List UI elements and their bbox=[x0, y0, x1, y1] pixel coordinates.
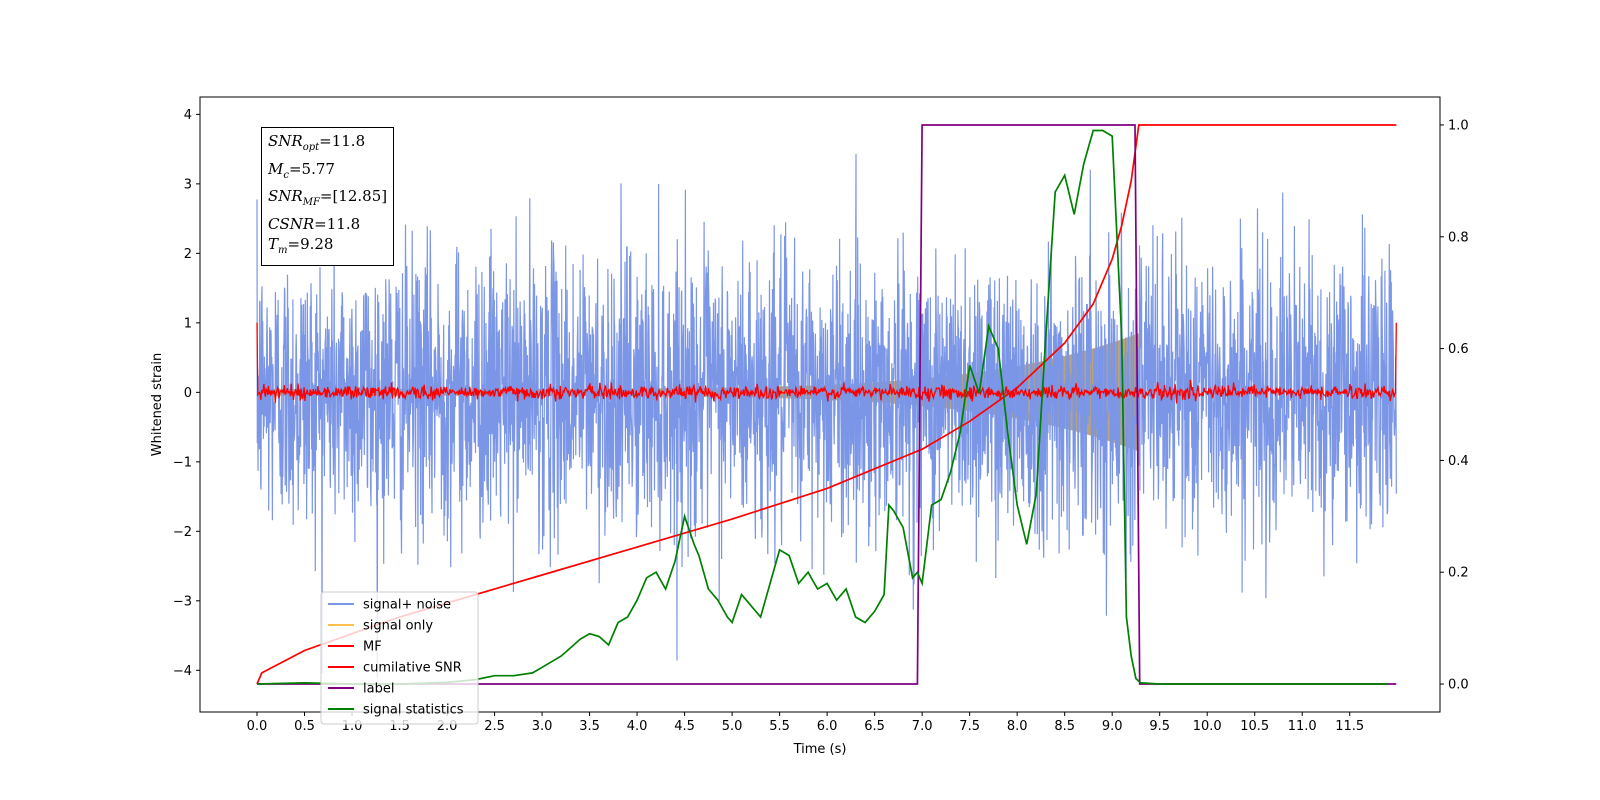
y-tick-label: −2 bbox=[173, 525, 192, 540]
x-tick-label: 9.5 bbox=[1149, 719, 1170, 734]
y2-tick-label: 1.0 bbox=[1448, 118, 1469, 133]
legend: signal+ noise signal only MF cumilative SNR… bbox=[320, 591, 479, 725]
y-tick-label: 4 bbox=[184, 108, 192, 123]
snr-opt-annotation: SNRopt=11.8 bbox=[268, 132, 366, 153]
y2-tick-label: 0.0 bbox=[1448, 678, 1469, 693]
y-tick-label: 1 bbox=[184, 316, 192, 331]
x-tick-label: 8.5 bbox=[1054, 719, 1075, 734]
y-axis-label: Whitened strain bbox=[150, 353, 165, 456]
legend-label: signal+ noise bbox=[363, 598, 451, 613]
x-tick-label: 6.0 bbox=[817, 719, 838, 734]
x-tick-label: 10.5 bbox=[1240, 719, 1269, 734]
x-tick-label: 7.5 bbox=[959, 719, 980, 734]
x-tick-label: 10.0 bbox=[1193, 719, 1222, 734]
x-tick-label: 3.0 bbox=[532, 719, 553, 734]
x-tick-label: 11.0 bbox=[1288, 719, 1317, 734]
y-tick-label: 2 bbox=[184, 247, 192, 262]
x-tick-label: 4.5 bbox=[674, 719, 695, 734]
legend-box bbox=[320, 591, 479, 725]
legend-label: MF bbox=[363, 640, 382, 655]
legend-label: label bbox=[363, 682, 394, 697]
x-tick-label: 0.5 bbox=[294, 719, 315, 734]
tm-annotation: Tm=9.28 bbox=[268, 235, 334, 256]
y-tick-label: −1 bbox=[173, 455, 192, 470]
series-signal-noise bbox=[256, 153, 1397, 678]
snr-mf-annotation: SNRMF=[12.85] bbox=[268, 187, 388, 208]
y-tick-label: −3 bbox=[173, 594, 192, 609]
y-tick-label: 3 bbox=[184, 177, 192, 192]
legend-label: signal statistics bbox=[363, 703, 464, 718]
y2-tick-label: 0.8 bbox=[1448, 230, 1469, 245]
x-tick-label: 5.5 bbox=[769, 719, 790, 734]
mc-annotation: Mc=5.77 bbox=[268, 159, 335, 181]
x-tick-label: 4.0 bbox=[627, 719, 648, 734]
x-tick-label: 0.0 bbox=[247, 719, 268, 734]
x-tick-label: 3.5 bbox=[579, 719, 600, 734]
series-signal-statistics bbox=[256, 129, 1388, 685]
csnr-annotation: CSNR=11.8 bbox=[268, 214, 361, 233]
y-tick-label: −4 bbox=[173, 664, 192, 679]
y-tick-label: 0 bbox=[184, 386, 192, 401]
annotation-box: SNRopt=11.8 Mc=5.77 SNRMF=[12.85] CSNR=1… bbox=[261, 127, 395, 266]
x-tick-label: 11.5 bbox=[1335, 719, 1364, 734]
x-axis-label: Time (s) bbox=[793, 742, 847, 757]
legend-label: signal only bbox=[363, 619, 433, 634]
legend-label: cumilative SNR bbox=[363, 661, 462, 676]
x-tick-label: 7.0 bbox=[912, 719, 933, 734]
plot-frame bbox=[199, 96, 1441, 713]
series-mf bbox=[256, 322, 1397, 404]
x-tick-label: 9.0 bbox=[1102, 719, 1123, 734]
y2-tick-label: 0.6 bbox=[1448, 342, 1469, 357]
x-tick-label: 8.0 bbox=[1007, 719, 1028, 734]
x-tick-label: 2.5 bbox=[484, 719, 505, 734]
x-tick-label: 6.5 bbox=[864, 719, 885, 734]
y2-tick-label: 0.2 bbox=[1448, 566, 1469, 581]
x-tick-label: 5.0 bbox=[722, 719, 743, 734]
y2-tick-label: 0.4 bbox=[1448, 454, 1469, 469]
